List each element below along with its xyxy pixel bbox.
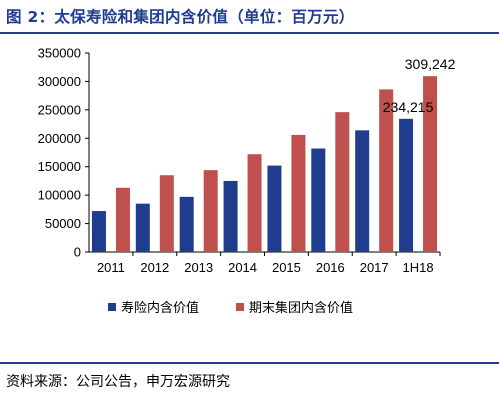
y-axis: 0 50000 100000 150000 200000 250000 300000 3500… — [38, 46, 90, 260]
data-labels: 234,215 309,242 — [383, 56, 456, 115]
bar-group-ev-2012 — [159, 175, 174, 252]
source-note: 资料来源：公司公告，申万宏源研究 — [6, 374, 230, 390]
bar-group-ev-2013 — [203, 170, 218, 252]
legend-swatch — [108, 303, 116, 311]
y-tick-label: 50000 — [45, 216, 81, 231]
bar-group-ev-2014 — [247, 154, 262, 252]
bar-life-ev-2011 — [91, 211, 106, 252]
data-label: 309,242 — [405, 56, 456, 72]
bar-group-ev-2017 — [379, 89, 394, 252]
bar-group-ev-2011 — [115, 187, 130, 252]
y-tick-label: 150000 — [38, 159, 81, 174]
bar-life-ev-1H18 — [399, 118, 414, 252]
bar-life-ev-2016 — [311, 148, 326, 252]
y-tick-label: 200000 — [38, 131, 81, 146]
x-axis: 2011 2012 2013 2014 2015 2016 2017 1H18 — [89, 251, 441, 275]
x-tick-label: 2011 — [97, 260, 125, 275]
bar-life-ev-2012 — [135, 203, 150, 252]
page-title: 图 2：太保寿险和集团内含价值（单位：百万元） — [6, 8, 355, 26]
bar-life-ev-2017 — [355, 130, 370, 252]
x-tick-label: 2015 — [272, 260, 301, 275]
x-tick-label: 1H18 — [403, 260, 434, 275]
x-tick-label: 2014 — [228, 260, 257, 275]
y-tick-label: 300000 — [38, 74, 81, 89]
bar-group-ev-1H18 — [423, 76, 438, 253]
bar-group-ev-2016 — [335, 112, 350, 252]
bars — [91, 76, 438, 253]
top-divider — [0, 32, 499, 34]
x-tick-label: 2013 — [184, 260, 213, 275]
y-tick-label: 250000 — [38, 102, 81, 117]
legend-label: 寿险内含价值 — [121, 300, 199, 316]
bar-life-ev-2015 — [267, 165, 282, 252]
legend-swatch — [236, 303, 244, 311]
legend: 寿险内含价值 期末集团内含价值 — [108, 300, 353, 316]
bottom-divider — [0, 362, 499, 364]
y-tick-label: 0 — [74, 245, 81, 260]
x-tick-label: 2016 — [316, 260, 345, 275]
data-label: 234,215 — [383, 99, 434, 115]
bar-life-ev-2014 — [223, 180, 238, 252]
legend-label: 期末集团内含价值 — [249, 300, 353, 316]
y-tick-label: 100000 — [38, 188, 81, 203]
x-tick-label: 2012 — [140, 260, 169, 275]
bar-life-ev-2013 — [179, 196, 194, 252]
y-tick-label: 350000 — [38, 46, 81, 61]
bar-group-ev-2015 — [291, 134, 306, 252]
bar-chart: 0 50000 100000 150000 200000 250000 300000 3500… — [38, 46, 456, 317]
x-tick-label: 2017 — [360, 260, 389, 275]
